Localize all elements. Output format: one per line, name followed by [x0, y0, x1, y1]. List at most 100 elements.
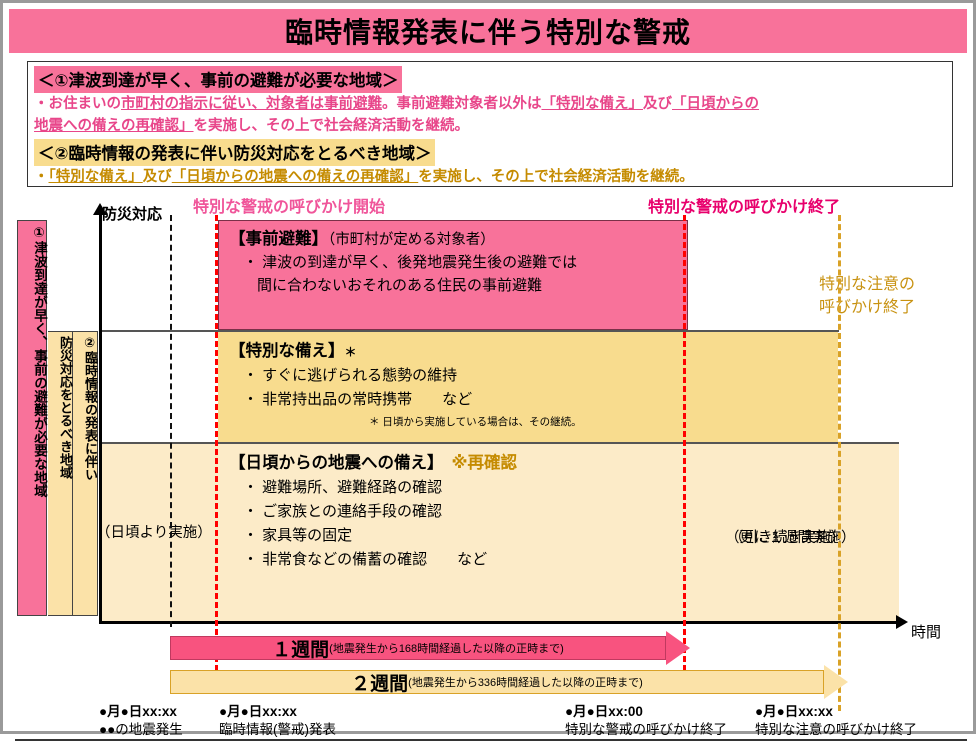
timestamp-4-label: 特別な注意の呼びかけ終了: [755, 722, 917, 738]
text-frag-underlined: 「特別な備え」: [541, 96, 644, 112]
timestamp-4: ●月●日xx:xx 特別な注意の呼びかけ終了: [755, 703, 917, 739]
text-frag: を実施し、その上で社会経済活動を継続。: [193, 117, 470, 134]
timestamp-1-time: ●月●日xx:xx: [99, 704, 177, 719]
row-3-bullet-3: ・ 家具等の固定: [243, 527, 353, 544]
row-2-heading-star: ＊: [344, 345, 357, 359]
info-section-2-line-1: ・「特別な備え」及び「日頃からの地震への備えの再確認」を実施し、その上で社会経済…: [34, 167, 946, 188]
row-1-heading: 【事前避難】（市町村が定める対象者）: [229, 225, 577, 249]
row-3-heading-main: 【日頃からの地震への備え】: [229, 454, 444, 472]
timestamp-3: ●月●日xx:00 特別な警戒の呼びかけ終了: [565, 703, 727, 739]
text-frag-underlined: 「特別な備え」: [48, 169, 143, 186]
category-bar-1-label: ①津波到達が早く、事前の避難が必要な地域: [32, 225, 47, 498]
reference-line-attention-end: [838, 215, 841, 711]
band-divider-1: [99, 330, 839, 332]
week2-note: (地震発生から336時間経過した以降の正時まで): [408, 677, 643, 689]
row-2-footnote: ＊ 日頃から実施している場合は、その継続。: [369, 416, 582, 428]
info-section-1-heading: ＜①津波到達が早く、事前の避難が必要な地域＞: [34, 66, 403, 93]
row-1-bullet-1-cont: 間に合わないおそれのある住民の事前避難: [257, 277, 543, 294]
timestamp-3-label: 特別な警戒の呼びかけ終了: [565, 722, 727, 738]
duration-arrow-week1-head-icon: [666, 631, 690, 665]
info-section-1-line-2: 地震への備えの再確認」を実施し、その上で社会経済活動を継続。: [34, 116, 946, 137]
row-2-heading-main: 【特別な備え】: [229, 342, 345, 360]
text-frag: 及び: [142, 169, 172, 186]
duration-arrow-week1-body: [170, 636, 666, 660]
x-axis-arrow-icon: [896, 615, 908, 629]
x-axis-line: [99, 621, 899, 624]
row-3-bullet-4: ・ 非常食などの備蓄の確認 など: [243, 551, 488, 568]
page-title: 臨時情報発表に伴う特別な警戒: [284, 17, 691, 48]
y-axis-line: [99, 213, 102, 623]
row-2-heading: 【特別な備え】＊: [229, 337, 582, 361]
category-bar-2-part-a: ②臨時情報の発表に伴い: [73, 331, 98, 616]
row-2-content: 【特別な備え】＊ ・ すぐに逃げられる態勢の維持 ・ 非常持出品の常時携帯 など…: [229, 337, 582, 429]
duration-arrow-week2: ２週間 (地震発生から336時間経過した以降の正時まで): [170, 665, 848, 699]
row-3-bullet-2: ・ ご家族との連絡手段の確認: [243, 503, 443, 520]
reference-line-announcement: [215, 215, 218, 671]
duration-arrow-week2-head-icon: [824, 665, 848, 699]
callout-attention-line-2: 呼びかけ終了: [819, 299, 916, 317]
row-2-side-note: （更に１週間実施）: [725, 530, 856, 546]
timestamp-2-time: ●月●日xx:xx: [219, 704, 297, 719]
timestamp-1-label: ●●の地震発生: [99, 722, 183, 738]
row-3-side-note: （引き続き実施）: [729, 530, 845, 546]
info-section-2-heading: ＜②臨時情報の発表に伴い防災対応をとるべき地域＞: [34, 139, 436, 167]
row-1-content: 【事前避難】（市町村が定める対象者） ・ 津波の到達が早く、後発地震発生後の避難…: [229, 225, 577, 295]
timestamp-1: ●月●日xx:xx ●●の地震発生: [99, 703, 183, 739]
page-title-banner: 臨時情報発表に伴う特別な警戒: [9, 9, 967, 53]
week1-label: １週間: [272, 639, 330, 661]
info-box: ＜①津波到達が早く、事前の避難が必要な地域＞ ・お住まいの市町村の指示に従い、対…: [27, 61, 953, 187]
week1-note: (地震発生から168時間経過した以降の正時まで): [329, 643, 564, 655]
row-3-heading: 【日頃からの地震への備え】 ※再確認: [229, 449, 517, 473]
row-3-content: 【日頃からの地震への備え】 ※再確認 ・ 避難場所、避難経路の確認 ・ ご家族との…: [229, 449, 517, 569]
reference-line-warning-end: [683, 215, 686, 671]
row-3-heading-mark: ※再確認: [451, 454, 518, 472]
text-frag: を実施し、その上で社会経済活動を継続。: [418, 169, 694, 186]
y-axis-arrow-icon: [93, 203, 107, 215]
timestamp-3-time: ●月●日xx:00: [565, 704, 643, 719]
text-frag-underlined: 市町村の指示に従い、対象者は事前避難: [121, 96, 382, 112]
text-frag: 。事前避難対象者以外は: [382, 96, 542, 112]
row-2-band: [218, 332, 838, 442]
timestamp-2-label: 臨時情報(警戒)発表: [219, 722, 336, 738]
row-1-bullet-1: ・ 津波の到達が早く、後発地震発生後の避難では: [243, 254, 578, 271]
category-bar-2-part-b: 防災対応をとるべき地域: [48, 331, 73, 616]
timestamp-4-time: ●月●日xx:xx: [755, 704, 833, 719]
reference-line-earthquake: [170, 215, 172, 627]
row-2-bullet-1: ・ すぐに逃げられる態勢の維持: [243, 367, 458, 384]
info-section-2: ＜②臨時情報の発表に伴い防災対応をとるべき地域＞ ・「特別な備え」及び「日頃から…: [34, 139, 946, 188]
row-2-bullet-2: ・ 非常持出品の常時携帯 など: [243, 391, 473, 408]
duration-arrow-week1-label: １週間 (地震発生から168時間経過した以降の正時まで): [170, 631, 666, 665]
x-axis-label: 時間: [911, 624, 942, 641]
row-1-heading-sub: （市町村が定める対象者）: [328, 232, 495, 248]
row-3-band: [218, 444, 899, 621]
text-frag: ・: [34, 169, 49, 186]
row-3-bullet-1: ・ 避難場所、避難経路の確認: [243, 479, 443, 496]
info-section-1: ＜①津波到達が早く、事前の避難が必要な地域＞ ・お住まいの市町村の指示に従い、対…: [34, 66, 946, 136]
category-bar-2-label-a: ②臨時情報の発表に伴い: [83, 336, 98, 481]
text-frag: ・お住まいの: [34, 96, 121, 112]
row-1-band: [218, 220, 688, 330]
duration-arrow-week2-body: [170, 670, 824, 694]
text-frag-underlined: 「日頃からの: [672, 96, 759, 112]
callout-attention-end: 特別な注意の 呼びかけ終了: [819, 273, 915, 319]
text-frag-underlined: 地震への備えの再確認」: [34, 117, 194, 134]
week2-label: ２週間: [351, 673, 409, 695]
row-3-side-note-left: （日頃より実施）: [96, 525, 212, 541]
callout-attention-line-1: 特別な注意の: [819, 276, 916, 293]
text-frag-underlined: 「日頃からの地震への備えの再確認」: [171, 169, 419, 186]
y-axis-label: 防災対応: [102, 206, 163, 223]
timestamp-2: ●月●日xx:xx 臨時情報(警戒)発表: [219, 703, 336, 739]
info-section-1-line-1: ・お住まいの市町村の指示に従い、対象者は事前避難。事前避難対象者以外は「特別な備…: [34, 94, 946, 115]
row-3-band-left: [99, 444, 218, 621]
row-1-heading-main: 【事前避難】: [229, 230, 328, 248]
duration-arrow-week1: １週間 (地震発生から168時間経過した以降の正時まで): [170, 631, 690, 665]
callout-end: 特別な警戒の呼びかけ終了: [648, 199, 841, 216]
band-divider-2: [99, 442, 899, 444]
timeline-chart: ①津波到達が早く、事前の避難が必要な地域 ②臨時情報の発表に伴い 防災対応をとる…: [3, 191, 976, 741]
duration-arrow-week2-label: ２週間 (地震発生から336時間経過した以降の正時まで): [170, 665, 824, 699]
text-frag: 及び: [643, 96, 672, 112]
category-bar-2-label-b: 防災対応をとるべき地域: [58, 336, 73, 479]
category-bar-1: ①津波到達が早く、事前の避難が必要な地域: [17, 220, 47, 616]
callout-start: 特別な警戒の呼びかけ開始: [193, 199, 386, 216]
